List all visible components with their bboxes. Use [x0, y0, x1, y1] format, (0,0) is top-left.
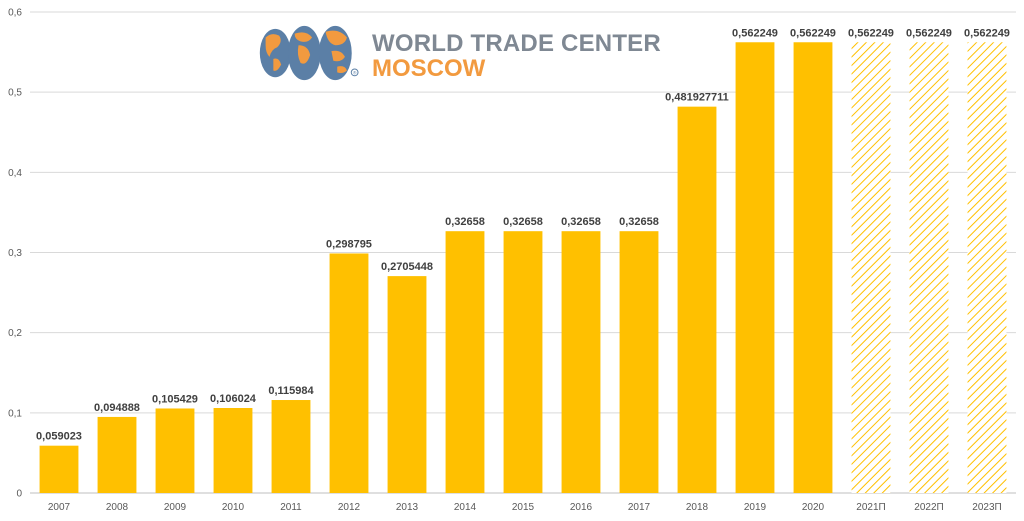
data-label: 0,32658: [619, 216, 659, 228]
x-axis-ticks: 2007 2008 2009 2010 2011 2012 2013 2014 2015 2016…: [48, 502, 1002, 513]
data-label: 0,106024: [210, 393, 257, 405]
x-tick-label: 2022П: [914, 502, 943, 513]
x-tick-label: 2015: [512, 502, 535, 513]
bar-forecast: [851, 42, 891, 493]
data-label: 0,059023: [36, 431, 82, 443]
x-tick-label: 2013: [396, 502, 419, 513]
x-tick-label: 2014: [454, 502, 477, 513]
x-tick-label: 2019: [744, 502, 767, 513]
bar: [155, 408, 195, 493]
bar: [561, 231, 601, 493]
x-tick-label: 2011: [280, 502, 302, 513]
bar: [329, 253, 369, 493]
bar: [735, 42, 775, 493]
y-tick-label: 0,4: [8, 168, 22, 179]
y-tick-label: 0,1: [8, 408, 22, 419]
bar: [677, 106, 717, 494]
y-axis-ticks: 0 0,1 0,2 0,3 0,4 0,5 0,6: [8, 8, 22, 500]
wtc-moscow-logo-icon: ®: [259, 25, 359, 81]
x-tick-label: 2012: [338, 502, 361, 513]
data-label: 0,115984: [268, 385, 314, 397]
bar: [271, 400, 311, 493]
data-label: 0,32658: [561, 216, 601, 228]
data-label: 0,32658: [503, 216, 543, 228]
bar: [213, 408, 253, 493]
x-tick-label: 2007: [48, 502, 71, 513]
x-tick-label: 2023П: [972, 502, 1001, 513]
x-tick-label: 2017: [628, 502, 651, 513]
data-label: 0,094888: [94, 402, 140, 414]
logo-subtitle: MOSCOW: [372, 55, 486, 82]
x-tick-label: 2016: [570, 502, 593, 513]
data-label: 0,298795: [326, 238, 372, 250]
x-tick-label: 2010: [222, 502, 245, 513]
y-tick-label: 0: [16, 489, 22, 500]
data-label: 0,2705448: [381, 261, 433, 273]
x-tick-label: 2018: [686, 502, 709, 513]
data-label: 0,562249: [790, 27, 836, 39]
data-label: 0,105429: [152, 393, 198, 405]
data-label: 0,481927711: [665, 92, 729, 104]
data-label: 0,32658: [445, 216, 485, 228]
bar: [503, 231, 543, 493]
bar-forecast: [909, 42, 949, 493]
data-label: 0,562249: [848, 27, 894, 39]
y-tick-label: 0,3: [8, 248, 22, 259]
data-labels: 0,059023 0,094888 0,105429 0,106024 0,115984…: [36, 27, 1010, 442]
bar-forecast: [967, 42, 1007, 493]
y-tick-label: 0,5: [8, 88, 22, 99]
bar: [39, 445, 79, 493]
bar: [793, 42, 833, 493]
y-tick-label: 0,2: [8, 328, 22, 339]
bar: [97, 416, 137, 493]
x-tick-label: 2021П: [856, 502, 885, 513]
data-label: 0,562249: [906, 27, 952, 39]
bar: [387, 276, 427, 493]
x-tick-label: 2020: [802, 502, 825, 513]
data-label: 0,562249: [964, 27, 1010, 39]
data-label: 0,562249: [732, 27, 778, 39]
y-tick-label: 0,6: [8, 8, 22, 19]
svg-text:®: ®: [353, 69, 357, 76]
bar: [619, 231, 659, 493]
logo-title: WORLD TRADE CENTER: [372, 30, 661, 57]
x-tick-label: 2008: [106, 502, 129, 513]
bars: [39, 42, 1007, 494]
x-tick-label: 2009: [164, 502, 187, 513]
bar: [445, 231, 485, 493]
